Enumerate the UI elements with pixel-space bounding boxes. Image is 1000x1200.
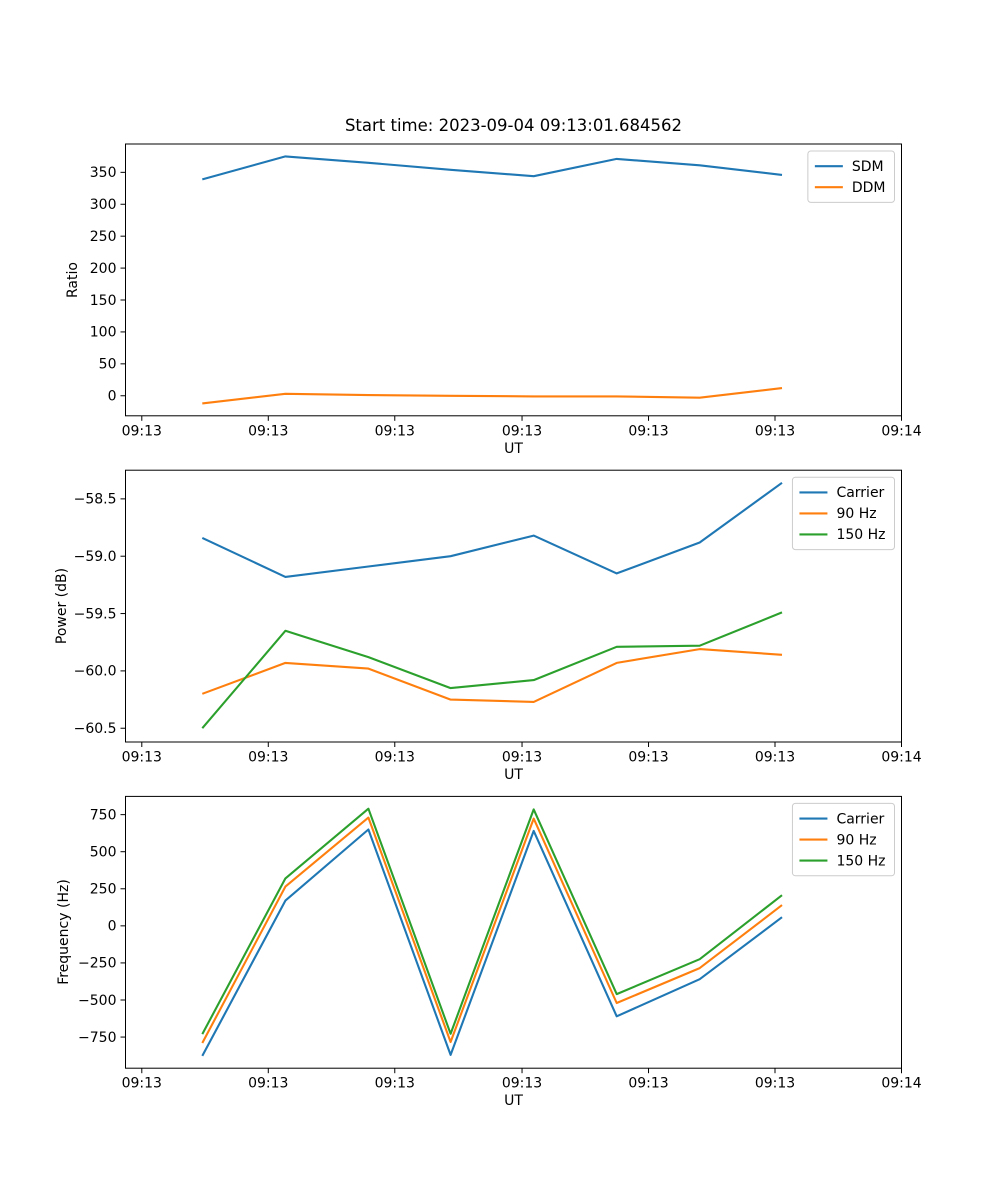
power-x-tick-label: 09:13: [248, 750, 288, 766]
legend-label-150-hz: 150 Hz: [836, 527, 885, 543]
frequency-legend: Carrier 90 Hz 150 Hz: [791, 802, 895, 877]
legend-label-carrier: Carrier: [836, 485, 884, 501]
ratio-y-tick-label: 300: [90, 197, 117, 213]
power-ylabel: Power (dB): [54, 567, 70, 645]
frequency-y-tick-label: 500: [90, 845, 117, 861]
ratio-y-tick-label: 200: [90, 261, 117, 277]
ratio-x-tick-label: 09:13: [502, 423, 542, 439]
power-y-tick-label: −60.0: [74, 664, 117, 680]
power-x-tick-label: 09:13: [375, 750, 415, 766]
chart-power: −60.5 −60.0 −59.5 −59.0 −58.5 09:13 09:13 09:13…: [74, 469, 922, 766]
ratio-xlabel: UT: [504, 441, 523, 457]
frequency-legend-box: [791, 802, 895, 877]
frequency-x-tick-label: 09:13: [502, 1076, 542, 1092]
frequency-line-carrier: [201, 828, 783, 1057]
ratio-y-tick-label: 50: [99, 357, 117, 373]
frequency-ylabel: Frequency (Hz): [56, 879, 72, 985]
frequency-x-tick-label: 09:14: [881, 1076, 921, 1092]
ratio-x-tick-label: 09:13: [375, 423, 415, 439]
ratio-legend-box: [807, 150, 895, 203]
chart-ratio: 0 50 100 150 200 250 300 350 09:13 09:13 09:13 09:1…: [90, 143, 922, 439]
ratio-line-sdm: [202, 155, 783, 181]
frequency-x-tick-label: 09:13: [248, 1076, 288, 1092]
chart1-title: Start time: 2023-09-04 09:13:01.684562: [344, 116, 683, 135]
power-xlabel: UT: [504, 767, 523, 783]
power-line-150-hz: [201, 611, 783, 729]
frequency-y-tick-label: −750: [78, 1030, 116, 1046]
ratio-y-tick-label: 100: [90, 325, 117, 341]
ratio-y-tick-label: 0: [108, 389, 117, 405]
legend-label-carrier: Carrier: [836, 811, 884, 827]
legend-label-150-hz: 150 Hz: [836, 853, 885, 869]
ratio-legend: SDM DDM: [807, 150, 895, 203]
frequency-y-tick-label: 750: [90, 807, 117, 823]
power-y-tick-label: −59.0: [74, 549, 117, 565]
power-legend: Carrier 90 Hz 150 Hz: [791, 476, 895, 551]
ratio-x-tick-label: 09:13: [248, 423, 288, 439]
ratio-x-tick-label: 09:13: [122, 423, 162, 439]
power-y-tick-label: −60.5: [74, 721, 117, 737]
power-x-tick-label: 09:14: [881, 750, 921, 766]
ratio-x-tick-label: 09:13: [755, 423, 795, 439]
frequency-line-90-hz: [201, 816, 783, 1044]
chart-frequency: −750 −500 −250 0 250 500 750 09:13 09:13 09:13 09:…: [78, 795, 922, 1092]
power-x-tick-label: 09:13: [755, 750, 795, 766]
ratio-spines: [125, 143, 902, 417]
frequency-x-tick-label: 09:13: [122, 1076, 162, 1092]
frequency-x-tick-label: 09:13: [628, 1076, 668, 1092]
ratio-x-tick-label: 09:13: [628, 423, 668, 439]
frequency-y-tick-label: 0: [108, 919, 117, 935]
frequency-spines: [125, 795, 902, 1069]
power-x-tick-label: 09:13: [502, 750, 542, 766]
power-line-90-hz: [201, 648, 783, 703]
ratio-y-tick-label: 250: [90, 229, 117, 245]
frequency-xlabel: UT: [504, 1093, 523, 1109]
frequency-y-tick-label: −500: [78, 993, 116, 1009]
power-x-tick-label: 09:13: [628, 750, 668, 766]
legend-label-ddm: DDM: [852, 180, 886, 196]
power-y-tick-label: −58.5: [74, 492, 117, 508]
power-y-tick-label: −59.5: [74, 606, 117, 622]
power-x-tick-label: 09:13: [122, 750, 162, 766]
power-legend-box: [791, 476, 895, 551]
ratio-line-ddm: [202, 387, 783, 405]
frequency-line-150-hz: [201, 807, 783, 1035]
legend-label-90-hz: 90 Hz: [836, 832, 876, 848]
frequency-y-tick-label: 250: [90, 882, 117, 898]
frequency-x-tick-label: 09:13: [375, 1076, 415, 1092]
ratio-y-tick-label: 150: [90, 293, 117, 309]
ratio-y-tick-label: 350: [90, 165, 117, 181]
power-line-carrier: [201, 481, 783, 578]
ratio-x-tick-label: 09:14: [881, 423, 921, 439]
frequency-x-tick-label: 09:13: [755, 1076, 795, 1092]
ratio-ylabel: Ratio: [65, 262, 81, 298]
frequency-y-tick-label: −250: [78, 956, 116, 972]
legend-label-sdm: SDM: [852, 159, 884, 175]
power-spines: [125, 469, 902, 743]
legend-label-90-hz: 90 Hz: [836, 506, 876, 522]
